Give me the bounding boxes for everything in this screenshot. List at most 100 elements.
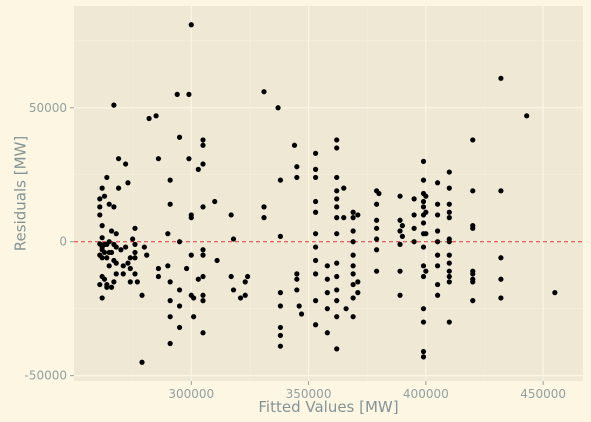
data-point [470, 225, 476, 231]
data-point [397, 217, 403, 223]
data-point [108, 284, 115, 290]
data-point [334, 273, 340, 280]
data-point [552, 290, 558, 296]
data-point [411, 225, 417, 231]
data-point [188, 22, 194, 28]
data-point [397, 292, 403, 298]
data-point [132, 241, 138, 247]
data-point [312, 174, 319, 181]
data-point [397, 241, 403, 247]
data-point [101, 193, 108, 199]
data-point [200, 137, 206, 143]
data-point [434, 239, 441, 245]
data-point [434, 228, 441, 234]
data-point [104, 281, 110, 288]
data-point [186, 156, 192, 162]
data-point [434, 180, 441, 186]
data-point [373, 225, 380, 231]
data-point [434, 281, 441, 288]
data-point [132, 249, 138, 256]
data-point [350, 252, 356, 258]
data-point [420, 348, 427, 355]
data-point [115, 156, 122, 162]
data-point [420, 220, 427, 226]
data-point [446, 319, 452, 325]
data-point [275, 105, 281, 111]
data-point [420, 306, 427, 312]
data-point [200, 273, 206, 280]
data-point [101, 276, 108, 282]
data-point [446, 215, 452, 221]
data-point [334, 174, 340, 181]
x-tick-label: 450000 [520, 387, 566, 401]
data-point [212, 198, 218, 205]
data-point [294, 287, 300, 293]
data-point [498, 295, 504, 301]
data-point [165, 263, 171, 269]
data-point [176, 303, 183, 309]
data-point [155, 265, 162, 272]
data-point [153, 113, 159, 119]
data-point [277, 324, 284, 331]
data-point [350, 281, 356, 288]
x-tick-label: 400000 [403, 387, 449, 401]
data-point [261, 204, 267, 210]
data-point [296, 303, 302, 309]
data-point [334, 298, 340, 304]
data-point [470, 188, 476, 194]
data-point [420, 158, 427, 164]
data-point [434, 292, 441, 298]
data-point [200, 247, 206, 253]
data-point [277, 332, 284, 339]
data-point [111, 204, 117, 210]
data-point [132, 255, 138, 261]
data-point [106, 263, 112, 269]
data-point [334, 346, 340, 352]
data-point [498, 75, 504, 81]
data-point [230, 287, 237, 293]
data-point [115, 185, 122, 191]
data-point [97, 204, 103, 210]
data-point [434, 252, 441, 258]
data-point [139, 292, 145, 298]
data-point [334, 215, 340, 221]
data-point [446, 279, 452, 285]
data-point [183, 265, 190, 272]
data-point [334, 188, 340, 194]
data-point [470, 279, 476, 285]
data-point [106, 239, 112, 245]
data-point [334, 314, 340, 320]
data-point [230, 236, 237, 242]
x-tick-label: 350000 [286, 387, 332, 401]
y-axis-ticks: -50000 0 50000 [24, 101, 74, 383]
data-point [397, 268, 403, 274]
data-point [420, 204, 427, 210]
data-point [355, 279, 361, 285]
data-point [134, 279, 140, 285]
data-point [97, 212, 103, 218]
data-point [411, 212, 417, 218]
data-point [167, 279, 173, 285]
data-point [324, 306, 330, 312]
data-point [104, 174, 110, 181]
y-tick-label: 50000 [29, 101, 67, 115]
data-point [312, 166, 319, 172]
data-point [420, 177, 427, 183]
data-point [373, 247, 380, 253]
data-point [132, 225, 138, 231]
data-point [420, 319, 427, 325]
data-point [127, 255, 133, 261]
data-point [176, 239, 183, 245]
data-point [167, 177, 173, 183]
data-point [423, 209, 429, 215]
data-point [312, 322, 319, 328]
data-point [228, 212, 234, 218]
data-point [294, 164, 300, 170]
data-point [123, 244, 129, 250]
data-point [99, 235, 105, 241]
data-point [355, 290, 361, 296]
data-point [397, 228, 403, 234]
data-point [446, 252, 452, 258]
data-point [120, 271, 126, 277]
data-point [261, 89, 267, 95]
